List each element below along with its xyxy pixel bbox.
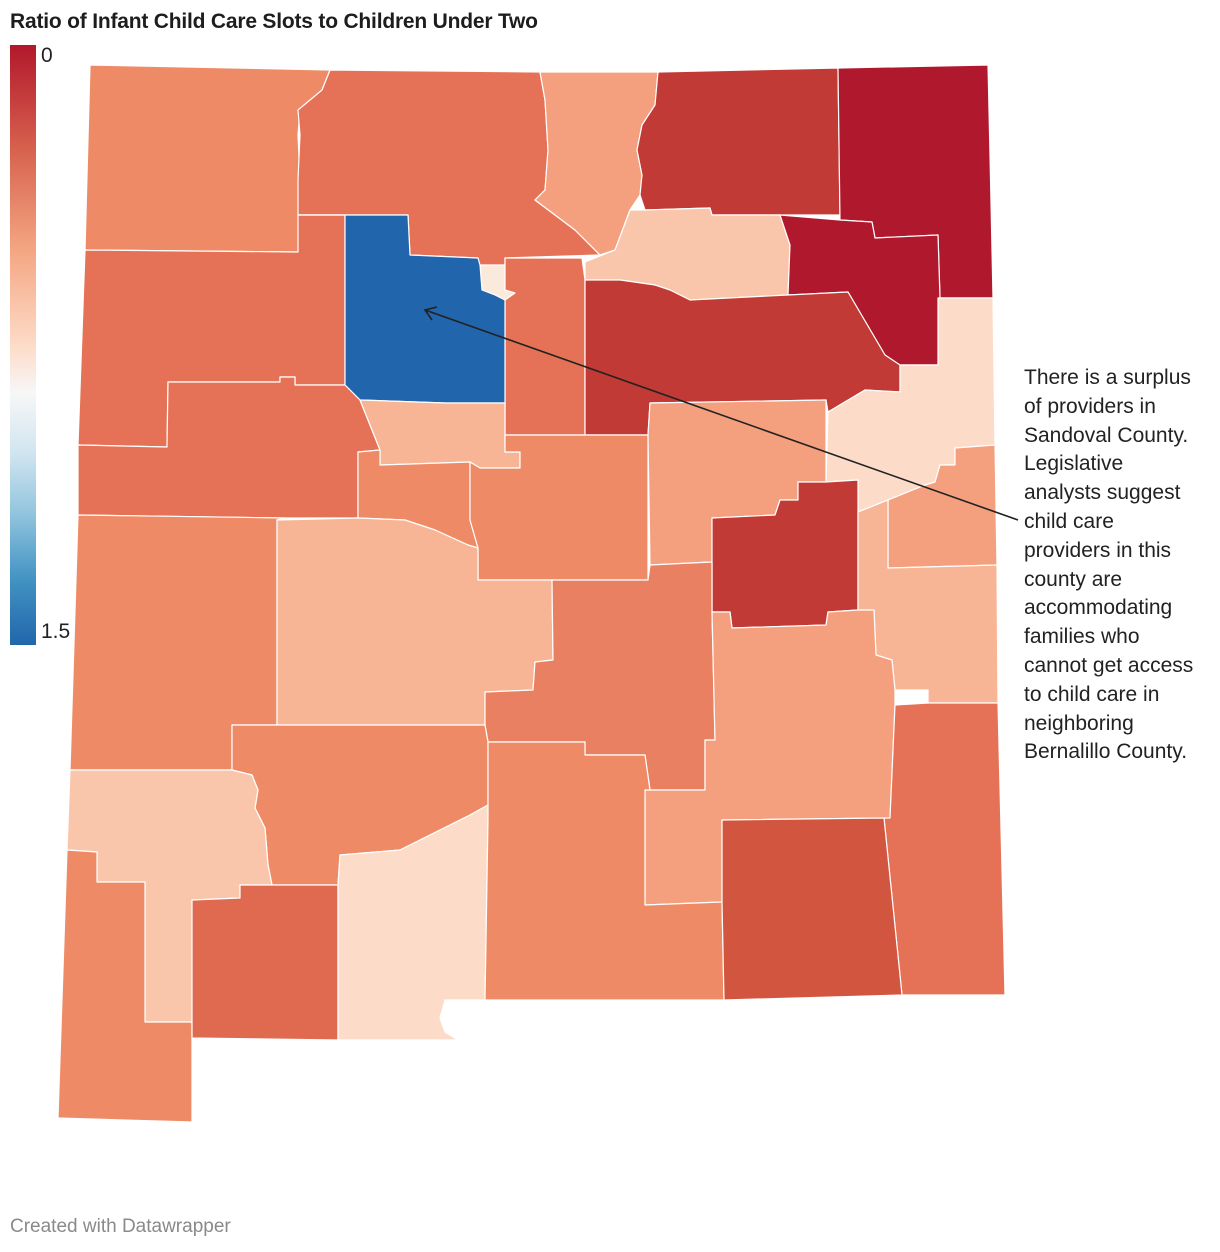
legend-max-label: 1.5 xyxy=(38,621,74,643)
county-region[interactable] xyxy=(504,257,586,436)
county-region[interactable] xyxy=(484,741,725,1001)
county-region[interactable] xyxy=(191,884,339,1041)
color-legend-bar xyxy=(10,45,36,645)
county-region[interactable] xyxy=(469,434,649,581)
county-region[interactable] xyxy=(721,817,903,1001)
county-region[interactable] xyxy=(359,399,521,469)
datawrapper-credit[interactable]: Created with Datawrapper xyxy=(10,1216,231,1237)
county-region[interactable] xyxy=(636,67,841,216)
county-region[interactable] xyxy=(57,849,193,1123)
county-region[interactable] xyxy=(84,64,331,253)
annotation-arrow xyxy=(423,306,1019,521)
sandoval-annotation: There is a surplus of providers in Sando… xyxy=(1024,366,1194,764)
legend-min-label: 0 xyxy=(38,45,56,67)
county-region[interactable] xyxy=(337,804,489,1041)
county-region[interactable] xyxy=(883,702,1006,996)
map-title: Ratio of Infant Child Care Slots to Chil… xyxy=(10,10,538,33)
